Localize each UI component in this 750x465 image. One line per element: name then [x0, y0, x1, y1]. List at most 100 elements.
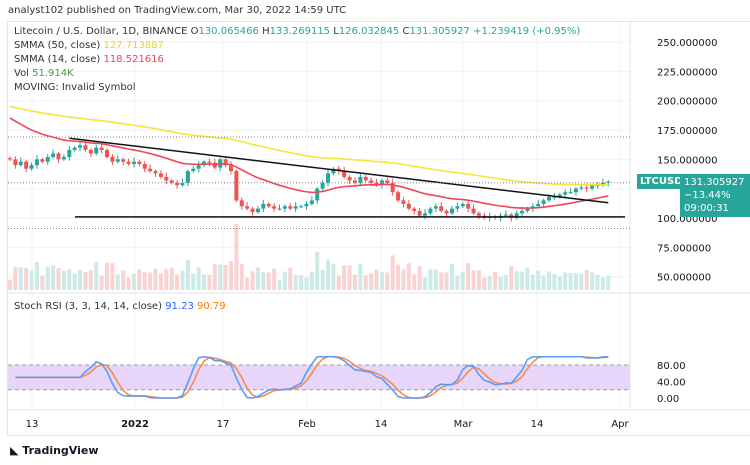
candle-body: [175, 182, 180, 186]
legend-smma50[interactable]: SMMA (50, close) 127.713887: [14, 40, 164, 51]
candle-body: [590, 185, 595, 189]
candle-body: [228, 165, 233, 172]
candle-body: [261, 203, 266, 209]
candle-body: [536, 203, 541, 207]
candle-body: [369, 180, 374, 183]
volume-bar: [99, 275, 104, 290]
volume-bar: [428, 269, 433, 290]
volume-bar: [94, 262, 99, 290]
time-tick-label: Mar: [454, 419, 474, 430]
volume-bar: [347, 265, 352, 290]
tradingview-logo[interactable]: ◣ TradingView: [10, 444, 99, 457]
price-tick-label: 100.000000: [657, 214, 717, 225]
volume-bar: [137, 269, 142, 290]
price-tick-label: 250.000000: [657, 38, 717, 49]
volume-bar: [449, 264, 454, 290]
volume-bar: [482, 277, 487, 290]
candle-body: [514, 213, 519, 218]
legend-vol[interactable]: Vol 51.914K: [14, 68, 74, 79]
candle-body: [293, 206, 298, 209]
volume-bar: [460, 271, 465, 290]
candle-body: [460, 203, 465, 207]
candle-body: [148, 168, 153, 172]
volume-bar: [315, 252, 320, 290]
candle-body: [29, 165, 34, 169]
candle-body: [417, 210, 422, 216]
volume-bar: [207, 274, 212, 290]
candle-body: [573, 188, 578, 193]
volume-bar: [277, 280, 282, 290]
candle-body: [180, 182, 185, 186]
candle-body: [525, 208, 530, 211]
candle-body: [557, 194, 562, 197]
smma14-value: 118.521616: [103, 54, 164, 65]
volume-bar: [245, 277, 250, 290]
volume-bar: [196, 267, 201, 290]
candle-body: [239, 200, 244, 207]
candle-body: [401, 200, 406, 204]
smma14-label: SMMA (14, close): [14, 54, 101, 65]
volume-bar: [67, 268, 72, 290]
symbol-tag: LTCUSD: [637, 174, 686, 189]
candle-body: [34, 159, 39, 166]
volume-bar: [406, 263, 411, 290]
change: +1.239419 (+0.95%): [473, 26, 581, 37]
volume-bar: [379, 272, 384, 290]
price-tag: 131.305927 −13.44% 09:00:31: [680, 174, 750, 217]
candle-body: [342, 171, 347, 177]
volume-bar: [476, 270, 481, 290]
candle-body: [412, 208, 417, 211]
volume-bar: [520, 271, 525, 290]
price-tick-label: 175.000000: [657, 126, 717, 137]
volume-bar: [530, 274, 535, 290]
candle-body: [94, 147, 99, 154]
candle-body: [277, 208, 282, 210]
candle-body: [13, 159, 18, 166]
candle-body: [595, 185, 600, 187]
candle-body: [390, 182, 395, 193]
volume-bar: [169, 267, 174, 290]
candle-body: [466, 203, 471, 209]
candle-body: [207, 161, 212, 163]
candle-body: [67, 149, 72, 157]
time-tick-label: Feb: [298, 419, 316, 430]
volume-bar: [272, 268, 277, 290]
candle-body: [24, 161, 29, 169]
last-price: 131.305927: [684, 177, 745, 188]
volume-bar: [417, 266, 422, 290]
volume-bar: [153, 268, 158, 290]
candle-body: [99, 147, 104, 150]
candle-body: [51, 153, 56, 157]
candle-body: [266, 203, 271, 207]
volume-bar: [175, 274, 180, 290]
volume-bar: [573, 273, 578, 290]
volume-bar: [304, 277, 309, 290]
volume-bar: [584, 269, 589, 290]
volume-bar: [547, 271, 551, 290]
candle-body: [396, 192, 401, 201]
legend-smma14[interactable]: SMMA (14, close) 118.521616: [14, 54, 164, 65]
candle-body: [385, 180, 390, 183]
volume-bar: [72, 273, 77, 290]
volume-bar: [358, 264, 363, 290]
candle-body: [88, 149, 93, 154]
candle-body: [547, 196, 551, 201]
volume-bar: [396, 264, 401, 290]
candle-body: [374, 182, 379, 186]
price-tick-label: 150.000000: [657, 155, 717, 166]
volume-bar: [552, 274, 557, 290]
legend-moving[interactable]: MOVING: Invalid Symbol: [14, 82, 136, 93]
candle-body: [121, 159, 126, 162]
chart-frame[interactable]: [7, 21, 750, 436]
candle-body: [245, 206, 250, 209]
candle-body: [331, 168, 336, 174]
legend-stoch-rsi[interactable]: Stoch RSI (3, 3, 14, 14, close) 91.23 90…: [14, 301, 226, 312]
volume-bar: [78, 269, 83, 290]
candle-body: [153, 171, 158, 174]
candle-body: [326, 173, 331, 183]
candle-body: [358, 176, 363, 183]
rsi-label: Stoch RSI (3, 3, 14, 14, close): [14, 301, 162, 312]
rsi-tick-label: 80.00: [657, 361, 686, 372]
volume-bar: [352, 274, 357, 290]
